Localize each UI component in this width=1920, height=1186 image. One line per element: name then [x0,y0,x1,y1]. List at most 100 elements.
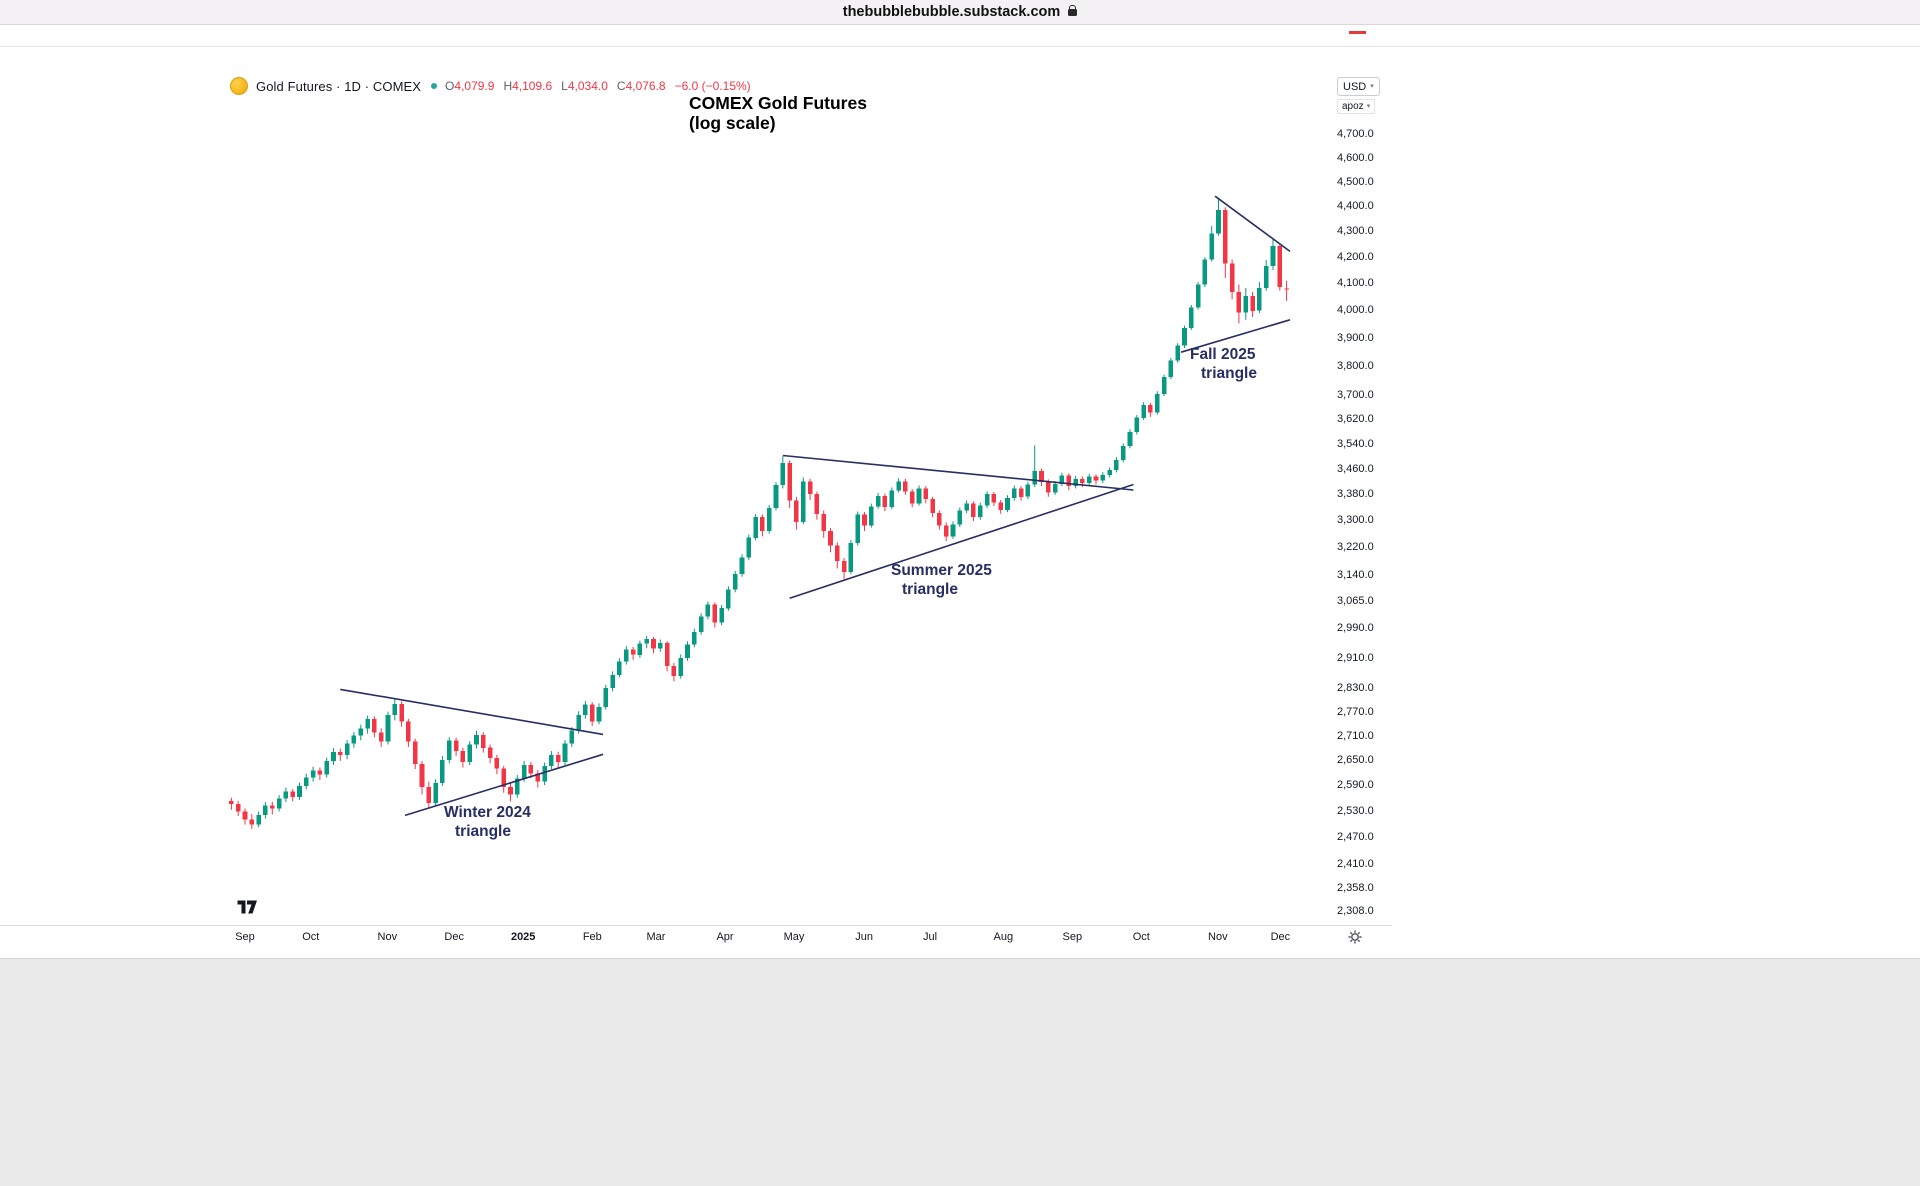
triangle-trendline[interactable] [782,454,1134,491]
candle-body [1127,432,1133,447]
candle-body [474,734,479,745]
triangle-trendline[interactable] [340,688,604,736]
candle-body [344,743,350,756]
price-tick: 2,710.0 [1337,729,1374,742]
candle-body [794,500,799,522]
candle-body [821,513,826,531]
candle-body [835,545,840,561]
candle-body [440,760,445,783]
candle-body [1168,360,1174,378]
candle-body [807,481,813,495]
candle-body [453,740,459,751]
candle-body [385,714,391,742]
candle-body [283,791,289,799]
candle-body [515,778,520,795]
candle-body [555,755,561,763]
low-value: 4,034.0 [567,79,608,93]
time-tick: Nov [1208,931,1228,943]
price-tick: 3,800.0 [1337,360,1374,373]
candle-body [297,785,302,797]
tradingview-logo[interactable] [237,900,258,919]
axis-settings-gear-icon[interactable] [1347,929,1363,950]
unit-select[interactable]: apoz ▾ [1337,99,1376,114]
triangle-label: Winter 2024 triangle [444,804,531,840]
candle-body [1250,296,1255,311]
time-tick: Feb [582,931,602,943]
price-tick: 2,358.0 [1337,881,1374,894]
candle-body [269,805,275,809]
candle-body [630,649,636,655]
candle-body [1005,498,1010,510]
candle-body [896,481,901,491]
chevron-down-icon: ▾ [1366,103,1371,110]
time-tick: May [783,931,805,943]
candle-body [521,765,527,779]
candle-body [984,494,990,506]
time-tick: 2025 [510,931,536,943]
candle-body [412,741,418,765]
candle-body [658,642,663,649]
lock-icon [1068,4,1078,16]
candle-body [487,747,493,758]
price-tick: 4,500.0 [1337,175,1374,188]
market-status-dot [431,83,438,89]
browser-url[interactable]: thebubblebubble.substack.com [843,4,1078,20]
candle-body [235,804,241,812]
candle-body [596,706,602,722]
price-tick: 2,530.0 [1337,804,1374,817]
price-tick: 2,650.0 [1337,754,1374,766]
candle-body [1284,288,1289,290]
candle-body [957,510,963,525]
progress-indicator [1349,31,1366,34]
candle-body [664,642,670,667]
candle-body [1243,296,1249,313]
triangle-trendline[interactable] [404,753,604,817]
candle-body [365,718,370,729]
candle-body [467,744,472,763]
price-change: −6.0 (−0.15%) [674,79,751,93]
chevron-down-icon: ▾ [1370,83,1374,90]
candle-body [426,787,432,803]
candle-body [406,721,411,742]
candle-body [242,811,248,820]
candle-body [991,494,997,503]
time-tick: Aug [993,931,1014,943]
chart-legend[interactable]: Gold Futures · 1D · COMEX O4,079.9 H4,10… [230,77,751,95]
candle-body [978,505,983,518]
time-tick: Dec [444,931,464,943]
candle-body [651,639,656,649]
time-tick: Oct [302,931,320,943]
price-tick: 3,300.0 [1337,514,1374,527]
candle-body [603,688,609,707]
candle-body [855,514,860,544]
symbol-title[interactable]: Gold Futures · 1D · COMEX [256,78,422,94]
gold-symbol-icon [230,77,248,95]
candle-body [760,517,765,532]
candle-body [549,755,554,767]
candle-body [882,495,888,508]
candle-body [229,801,234,805]
candle-body [903,481,908,492]
triangle-trendline[interactable] [1180,319,1291,353]
triangle-trendline[interactable] [789,483,1134,599]
candle-body [1032,471,1037,485]
candle-body [624,649,629,662]
price-tick: 4,200.0 [1337,250,1374,263]
currency-value: USD [1343,80,1367,93]
price-tick: 4,700.0 [1337,128,1374,140]
candle-body [875,495,881,507]
price-tick: 3,140.0 [1337,568,1374,581]
price-tick: 2,770.0 [1337,705,1374,718]
currency-select[interactable]: USD ▾ [1337,77,1380,96]
price-tick: 3,460.0 [1337,462,1374,475]
candle-body [1012,488,1017,499]
candle-body [1059,475,1065,484]
candle-body [1107,470,1112,475]
price-tick: 4,100.0 [1337,277,1374,290]
triangle-trendline[interactable] [1214,195,1291,253]
unit-value: apoz [1342,101,1364,112]
candle-body [1229,263,1235,292]
candle-body [766,507,772,532]
